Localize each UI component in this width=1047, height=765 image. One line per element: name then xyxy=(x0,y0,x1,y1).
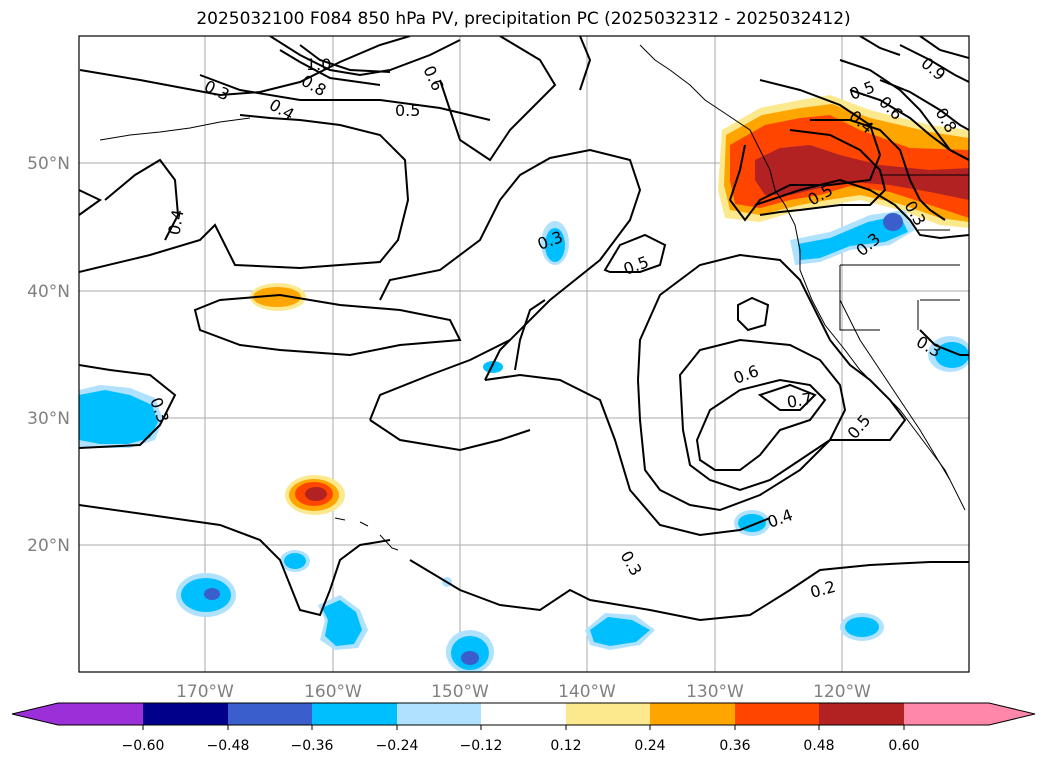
lon-tick-labels: 170°W 160°W 150°W 140°W 130°W 120°W xyxy=(176,682,871,702)
colorbar-tick-label: 0.24 xyxy=(634,738,665,754)
colorbar-bin-under-fill xyxy=(58,703,143,725)
colorbar-bin xyxy=(481,703,566,725)
lon-tick-label: 150°W xyxy=(431,682,489,702)
colorbar-bin xyxy=(566,703,651,725)
colorbar-tick-label: −0.24 xyxy=(376,738,419,754)
colorbar-tick-label: 0.12 xyxy=(550,738,581,754)
colorbar-bin xyxy=(735,703,820,725)
precip-positive-shading xyxy=(250,95,969,515)
colorbar-bin xyxy=(312,703,397,725)
lat-tick-label: 50°N xyxy=(27,154,70,174)
plot-frame xyxy=(78,35,970,673)
coastlines xyxy=(99,44,969,551)
contour-labels: 1.0 0.8 0.3 0.4 0.6 0.5 0.4 0.3 0.5 0.6 … xyxy=(146,54,960,602)
colorbar-bin xyxy=(143,703,228,725)
colorbar-tick-label: −0.36 xyxy=(291,738,334,754)
lon-tick-label: 130°W xyxy=(686,682,744,702)
colorbar-bin xyxy=(397,703,482,725)
lat-tick-label: 40°N xyxy=(27,282,70,302)
colorbar-bin-over-fill xyxy=(904,703,989,725)
lat-tick-label: 30°N xyxy=(27,409,70,429)
colorbar-tick-label: 0.36 xyxy=(719,738,750,754)
colorbar-tick-label: 0.60 xyxy=(888,738,919,754)
colorbar-tick-label: −0.60 xyxy=(122,738,165,754)
lon-tick-label: 120°W xyxy=(813,682,871,702)
colorbar: −0.60 −0.48 −0.36 −0.24 −0.12 0.12 0.24 … xyxy=(11,702,1036,754)
colorbar-over-triangle xyxy=(989,703,1035,725)
lon-tick-label: 170°W xyxy=(176,682,234,702)
colorbar-under-triangle xyxy=(12,703,58,725)
map-title: 2025032100 F084 850 hPa PV, precipitatio… xyxy=(196,9,851,29)
colorbar-tick-label: 0.48 xyxy=(803,738,834,754)
colorbar-outline xyxy=(11,702,1036,726)
colorbar-tick-label: −0.48 xyxy=(207,738,250,754)
colorbar-tick-label: −0.12 xyxy=(460,738,503,754)
colorbar-bin xyxy=(650,703,735,725)
lon-tick-label: 140°W xyxy=(558,682,616,702)
colorbar-bin xyxy=(819,703,904,725)
contour-label: 0.4 xyxy=(164,208,187,236)
precip-negative-shading xyxy=(79,210,969,672)
contour-label: 0.7 xyxy=(785,389,813,412)
lon-tick-label: 160°W xyxy=(304,682,362,702)
pv-contours xyxy=(79,36,969,622)
colorbar-bin xyxy=(228,703,313,725)
lat-tick-labels: 50°N 40°N 30°N 20°N xyxy=(27,154,70,556)
contour-label: 0.5 xyxy=(395,101,420,120)
contour-label: 1.0 xyxy=(306,55,331,74)
lat-tick-label: 20°N xyxy=(27,536,70,556)
